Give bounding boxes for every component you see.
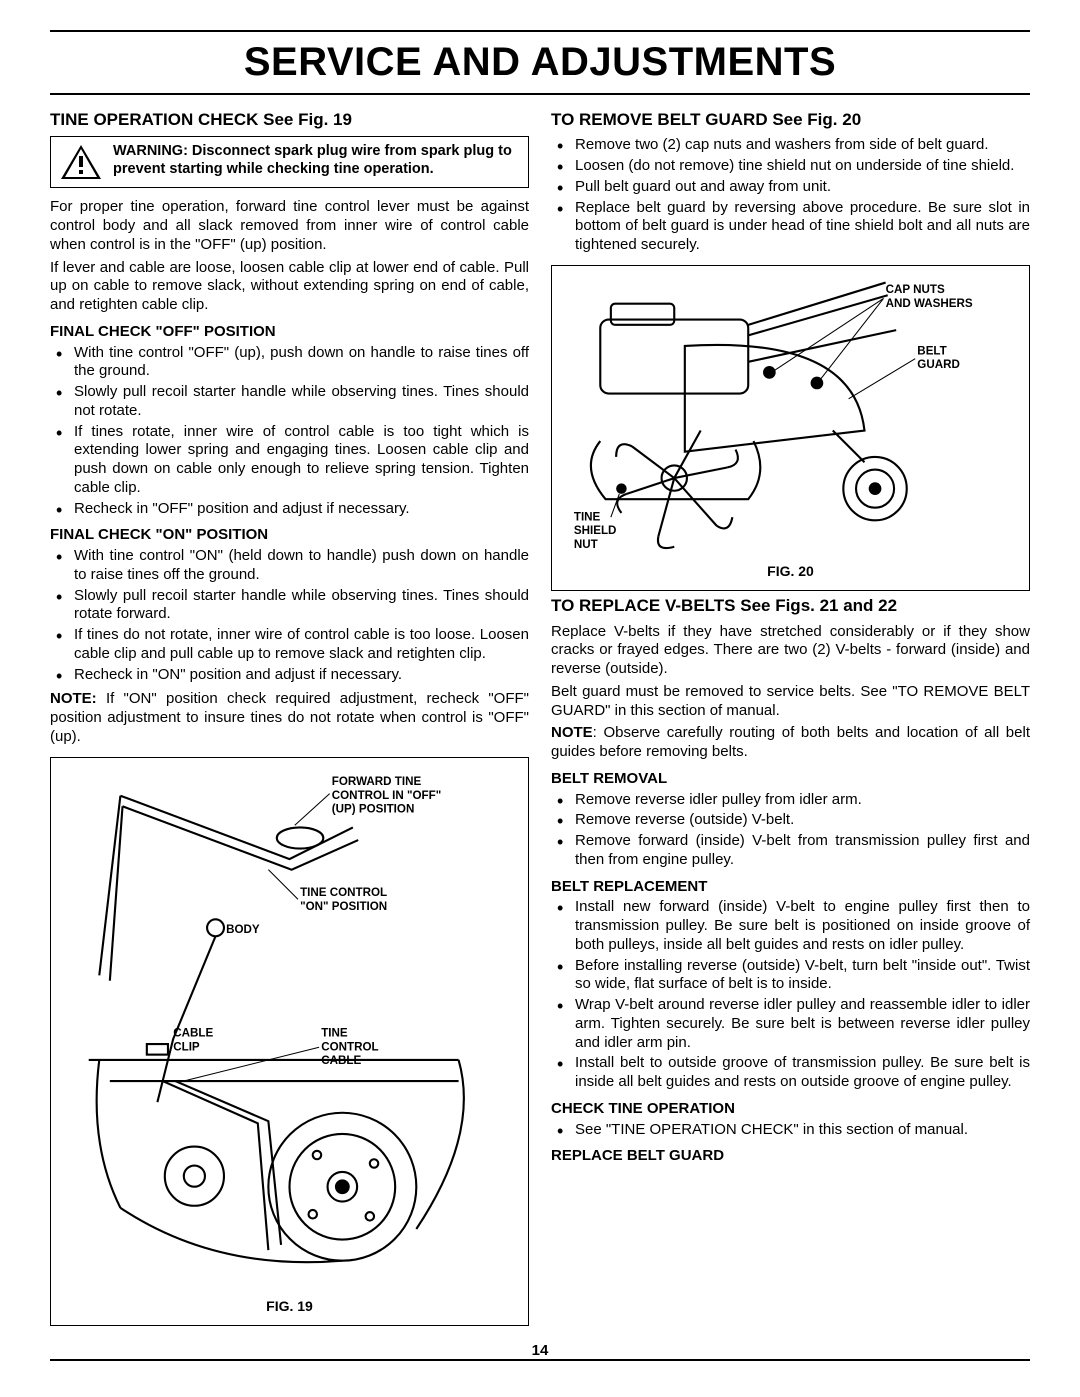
svg-text:"ON" POSITION: "ON" POSITION [300, 899, 387, 912]
list-remove-guard: Remove two (2) cap nuts and washers from… [551, 136, 1030, 255]
list-item: If tines do not rotate, inner wire of co… [70, 626, 529, 664]
subhead-check-tine: CHECK TINE OPERATION [551, 1100, 1030, 1119]
section-remove-guard: TO REMOVE BELT GUARD See Fig. 20 [551, 109, 1030, 130]
svg-text:BODY: BODY [226, 923, 260, 936]
svg-text:NUT: NUT [574, 538, 598, 551]
figure-19: FORWARD TINE CONTROL IN "OFF" (UP) POSIT… [50, 757, 529, 1327]
section-tine-check: TINE OPERATION CHECK See Fig. 19 [50, 109, 529, 130]
body-text: Replace V-belts if they have stretched c… [551, 623, 1030, 679]
list-item: See "TINE OPERATION CHECK" in this secti… [571, 1121, 1030, 1140]
list-check-tine: See "TINE OPERATION CHECK" in this secti… [551, 1121, 1030, 1140]
svg-text:FORWARD TINE: FORWARD TINE [332, 775, 422, 788]
body-text: For proper tine operation, forward tine … [50, 198, 529, 254]
svg-text:BELT: BELT [917, 344, 946, 357]
figure-19-caption: FIG. 19 [57, 1298, 522, 1316]
list-item: Recheck in "OFF" position and adjust if … [70, 500, 529, 519]
list-item: Recheck in "ON" position and adjust if n… [70, 666, 529, 685]
list-item: Remove forward (inside) V-belt from tran… [571, 832, 1030, 870]
warning-icon [59, 143, 103, 181]
body-text: If lever and cable are loose, loosen cab… [50, 259, 529, 315]
list-off: With tine control "OFF" (up), push down … [50, 344, 529, 519]
subhead-off: FINAL CHECK "OFF" POSITION [50, 323, 529, 342]
section-replace-vbelts: TO REPLACE V-BELTS See Figs. 21 and 22 [551, 595, 1030, 616]
figure-20-diagram: CAP NUTS AND WASHERS BELT GUARD TINE SHI… [558, 272, 1023, 557]
svg-text:AND WASHERS: AND WASHERS [886, 297, 973, 310]
list-item: Slowly pull recoil starter handle while … [70, 383, 529, 421]
svg-text:CLIP: CLIP [173, 1040, 200, 1053]
note-text: NOTE: Observe carefully routing of both … [551, 724, 1030, 762]
list-item: Pull belt guard out and away from unit. [571, 178, 1030, 197]
list-item: If tines rotate, inner wire of control c… [70, 423, 529, 498]
content-columns: TINE OPERATION CHECK See Fig. 19 WARNING… [50, 105, 1030, 1330]
svg-text:CAP NUTS: CAP NUTS [886, 283, 945, 296]
svg-text:CABLE: CABLE [321, 1054, 361, 1067]
svg-text:CONTROL IN "OFF": CONTROL IN "OFF" [332, 788, 441, 801]
list-item: Loosen (do not remove) tine shield nut o… [571, 157, 1030, 176]
warning-box: WARNING: Disconnect spark plug wire from… [50, 136, 529, 188]
figure-20: CAP NUTS AND WASHERS BELT GUARD TINE SHI… [551, 265, 1030, 592]
list-item: Install belt to outside groove of transm… [571, 1054, 1030, 1092]
subhead-replace-guard: REPLACE BELT GUARD [551, 1147, 1030, 1166]
page-title: SERVICE AND ADJUSTMENTS [50, 40, 1030, 85]
list-item: Slowly pull recoil starter handle while … [70, 587, 529, 625]
svg-text:(UP) POSITION: (UP) POSITION [332, 802, 415, 815]
list-item: Install new forward (inside) V-belt to e… [571, 898, 1030, 954]
subhead-on: FINAL CHECK "ON" POSITION [50, 526, 529, 545]
list-item: Remove reverse (outside) V-belt. [571, 811, 1030, 830]
left-column: TINE OPERATION CHECK See Fig. 19 WARNING… [50, 105, 529, 1330]
list-on: With tine control "ON" (held down to han… [50, 547, 529, 684]
figure-19-diagram: FORWARD TINE CONTROL IN "OFF" (UP) POSIT… [57, 764, 522, 1292]
subhead-belt-replacement: BELT REPLACEMENT [551, 878, 1030, 897]
list-item: Remove two (2) cap nuts and washers from… [571, 136, 1030, 155]
warning-text: WARNING: Disconnect spark plug wire from… [113, 143, 520, 178]
list-item: Remove reverse idler pulley from idler a… [571, 791, 1030, 810]
svg-text:SHIELD: SHIELD [574, 524, 617, 537]
list-item: Replace belt guard by reversing above pr… [571, 199, 1030, 255]
subhead-belt-removal: BELT REMOVAL [551, 770, 1030, 789]
list-belt-replacement: Install new forward (inside) V-belt to e… [551, 898, 1030, 1092]
list-item: With tine control "OFF" (up), push down … [70, 344, 529, 382]
right-column: TO REMOVE BELT GUARD See Fig. 20 Remove … [551, 105, 1030, 1330]
list-belt-removal: Remove reverse idler pulley from idler a… [551, 791, 1030, 870]
list-item: Before installing reverse (outside) V-be… [571, 957, 1030, 995]
figure-20-caption: FIG. 20 [558, 563, 1023, 581]
body-text: Belt guard must be removed to service be… [551, 683, 1030, 721]
list-item: Wrap V-belt around reverse idler pulley … [571, 996, 1030, 1052]
note-text: NOTE: If "ON" position check required ad… [50, 690, 529, 746]
svg-text:TINE: TINE [574, 510, 601, 523]
svg-text:CABLE: CABLE [173, 1026, 213, 1039]
svg-text:GUARD: GUARD [917, 358, 960, 371]
page-number: 14 [50, 1342, 1030, 1359]
svg-text:TINE CONTROL: TINE CONTROL [300, 886, 387, 899]
svg-text:TINE: TINE [321, 1026, 348, 1039]
list-item: With tine control "ON" (held down to han… [70, 547, 529, 585]
svg-text:CONTROL: CONTROL [321, 1040, 378, 1053]
